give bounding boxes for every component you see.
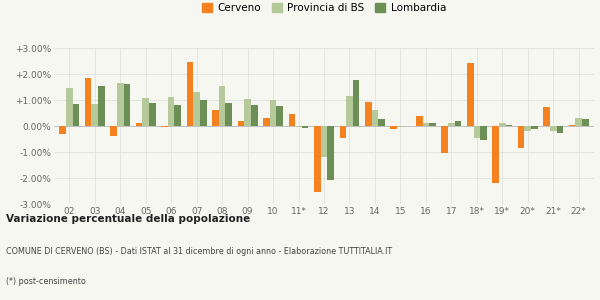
Bar bbox=[238, 121, 244, 126]
Bar bbox=[467, 63, 473, 126]
Bar bbox=[66, 88, 73, 126]
Bar bbox=[506, 125, 512, 126]
Bar bbox=[219, 86, 226, 126]
Bar bbox=[448, 123, 455, 126]
Bar bbox=[161, 126, 168, 127]
Bar bbox=[251, 105, 257, 126]
Bar bbox=[569, 125, 575, 126]
Bar bbox=[91, 104, 98, 126]
Bar bbox=[340, 126, 346, 138]
Bar bbox=[320, 126, 328, 157]
Bar bbox=[59, 126, 66, 134]
Bar bbox=[371, 110, 378, 126]
Bar bbox=[314, 126, 320, 192]
Bar bbox=[493, 126, 499, 183]
Bar bbox=[289, 114, 295, 126]
Bar bbox=[455, 121, 461, 126]
Bar bbox=[397, 126, 404, 127]
Bar bbox=[365, 102, 371, 126]
Bar bbox=[378, 119, 385, 126]
Bar bbox=[117, 83, 124, 126]
Text: Variazione percentuale della popolazione: Variazione percentuale della popolazione bbox=[6, 214, 250, 224]
Bar bbox=[531, 126, 538, 129]
Bar bbox=[575, 118, 582, 126]
Bar bbox=[518, 126, 524, 148]
Text: (*) post-censimento: (*) post-censimento bbox=[6, 278, 86, 286]
Bar bbox=[295, 126, 302, 127]
Text: COMUNE DI CERVENO (BS) - Dati ISTAT al 31 dicembre di ogni anno - Elaborazione T: COMUNE DI CERVENO (BS) - Dati ISTAT al 3… bbox=[6, 248, 392, 256]
Bar bbox=[328, 126, 334, 180]
Bar bbox=[85, 78, 91, 126]
Bar bbox=[416, 116, 422, 126]
Bar bbox=[124, 84, 130, 126]
Bar bbox=[480, 126, 487, 140]
Bar bbox=[193, 92, 200, 126]
Bar bbox=[429, 123, 436, 126]
Bar bbox=[270, 100, 277, 126]
Bar bbox=[244, 99, 251, 126]
Bar bbox=[473, 126, 480, 138]
Bar bbox=[277, 106, 283, 126]
Bar bbox=[353, 80, 359, 126]
Bar bbox=[302, 126, 308, 128]
Bar bbox=[73, 104, 79, 126]
Bar bbox=[544, 107, 550, 126]
Bar bbox=[110, 126, 117, 136]
Bar bbox=[187, 62, 193, 126]
Bar bbox=[136, 123, 142, 126]
Bar bbox=[442, 126, 448, 153]
Bar bbox=[212, 110, 219, 126]
Bar bbox=[175, 105, 181, 126]
Bar bbox=[499, 123, 506, 126]
Bar bbox=[168, 98, 175, 126]
Bar bbox=[550, 126, 557, 131]
Bar bbox=[149, 103, 155, 126]
Bar bbox=[98, 86, 104, 126]
Legend: Cerveno, Provincia di BS, Lombardia: Cerveno, Provincia di BS, Lombardia bbox=[198, 0, 450, 17]
Bar bbox=[582, 119, 589, 126]
Bar bbox=[524, 126, 531, 131]
Bar bbox=[200, 100, 206, 126]
Bar bbox=[226, 103, 232, 126]
Bar bbox=[422, 123, 429, 126]
Bar bbox=[263, 118, 270, 126]
Bar bbox=[391, 126, 397, 129]
Bar bbox=[557, 126, 563, 133]
Bar bbox=[142, 98, 149, 126]
Bar bbox=[346, 96, 353, 126]
